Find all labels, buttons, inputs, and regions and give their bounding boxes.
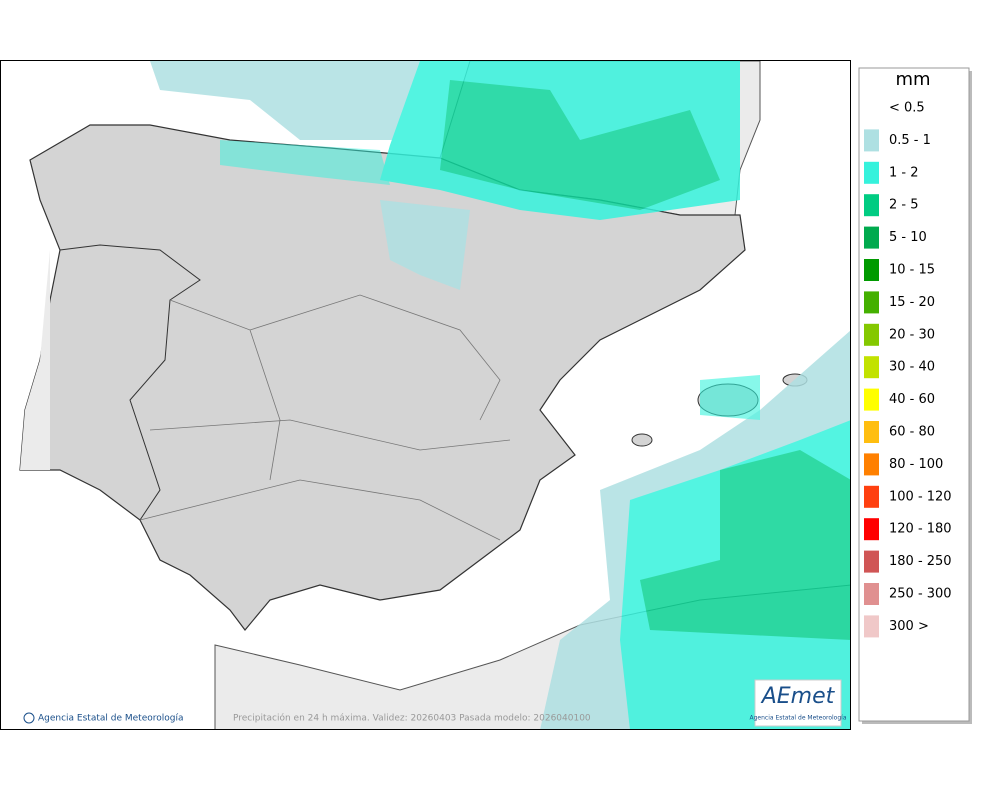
legend-swatch (864, 453, 879, 476)
map (1, 61, 850, 729)
legend-label: 250 - 300 (889, 587, 952, 602)
legend-title: mm (895, 69, 930, 90)
legend-swatch (864, 226, 879, 249)
portugal (20, 250, 50, 470)
legend-swatch (864, 129, 879, 152)
legend-swatch (864, 194, 879, 217)
precip-se-green (640, 450, 850, 640)
legend-label: 0.5 - 1 (889, 133, 931, 148)
legend-swatch (864, 550, 879, 573)
legend-label: 2 - 5 (889, 198, 919, 213)
legend-swatch (864, 615, 879, 638)
map-frame (0, 60, 851, 730)
precip-baleares (700, 375, 760, 420)
legend-entries: < 0.5 0.5 - 1 1 - 2 2 - 5 5 - 10 10 - 15 15 - … (864, 97, 952, 638)
regions (139, 294, 511, 541)
precipitation (150, 61, 850, 729)
credit: Agencia Estatal de Meteorología (38, 714, 184, 724)
legend-label: 120 - 180 (889, 522, 952, 537)
legend-swatch (864, 485, 879, 508)
precip-light (150, 61, 430, 140)
legend-swatch (864, 97, 879, 119)
legend-swatch (864, 323, 879, 346)
legend-swatch (864, 388, 879, 411)
legend-swatch (864, 356, 879, 379)
legend-label: 180 - 250 (889, 554, 952, 569)
copyright-icon (23, 712, 35, 724)
precip-north (220, 140, 390, 185)
legend-label: 100 - 120 (889, 489, 952, 504)
precip-green (440, 80, 720, 210)
legend-label: 40 - 60 (889, 392, 935, 407)
legend-label: 30 - 40 (889, 360, 935, 375)
legend-swatch (864, 161, 879, 184)
logo-box (754, 679, 842, 727)
legend-swatch (864, 421, 879, 443)
legend-label: 15 - 20 (889, 295, 935, 310)
logo-name: AEmet (760, 684, 836, 709)
legend-label: < 0.5 (889, 101, 925, 116)
legend-label: 10 - 15 (889, 263, 935, 278)
legend-label: 5 - 10 (889, 230, 927, 245)
legend-label: 80 - 100 (889, 457, 943, 472)
legend-label: 60 - 80 (889, 425, 935, 440)
legend-swatch (864, 291, 879, 314)
legend-swatch (864, 583, 879, 605)
ibiza (631, 433, 653, 447)
logo-subtitle: Agencia Estatal de Meteorología (750, 715, 847, 722)
legend-swatch (864, 259, 879, 281)
legend-label: 20 - 30 (889, 327, 935, 342)
caption: Precipitación en 24 h máxima. Validez: 2… (233, 713, 591, 724)
legend-swatch (864, 518, 879, 541)
precip-inland (380, 200, 470, 290)
legend-label: 300 > (889, 619, 929, 634)
legend-label: 1 - 2 (889, 165, 919, 180)
